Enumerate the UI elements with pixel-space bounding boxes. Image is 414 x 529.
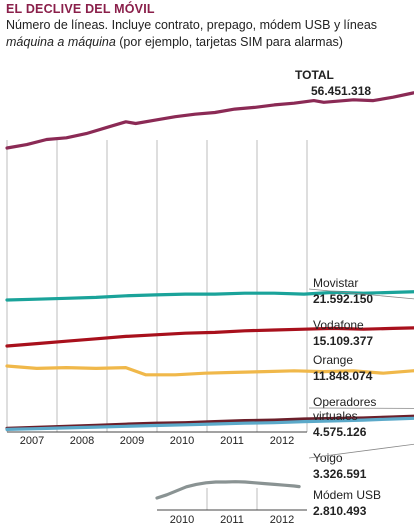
series-name-operadores-2: virtuales bbox=[313, 409, 358, 423]
modem-gridlines bbox=[206, 488, 258, 510]
series-value-movistar: 21.592.150 bbox=[313, 292, 373, 306]
subtitle-italic: máquina a máquina bbox=[6, 35, 116, 49]
series-line-yoigo bbox=[5, 416, 414, 431]
series-name-vodafone: Vodafone bbox=[313, 318, 364, 332]
series-name-yoigo: Yoigo bbox=[313, 451, 343, 465]
series-line-modem bbox=[155, 480, 301, 500]
series-line-operadores bbox=[5, 414, 414, 430]
x-tick-label-2010: 2010 bbox=[170, 435, 194, 447]
series-name-orange: Orange bbox=[313, 353, 353, 367]
series-name-movistar: Movistar bbox=[313, 276, 358, 290]
series-line-orange bbox=[5, 364, 414, 377]
leader-movistar bbox=[308, 288, 414, 300]
modem-x-tick-label-2010: 2010 bbox=[170, 514, 194, 526]
series-name-total: TOTAL bbox=[295, 68, 334, 82]
series-name-modem: Módem USB bbox=[313, 488, 381, 502]
x-tick-label-2007: 2007 bbox=[20, 435, 44, 447]
series-value-vodafone: 15.109.377 bbox=[313, 334, 373, 348]
chart-title: EL DECLIVE DEL MÓVIL bbox=[6, 2, 155, 16]
series-value-total: 56.451.318 bbox=[311, 84, 371, 98]
x-tick-label-2009: 2009 bbox=[120, 435, 144, 447]
leader-yoigo bbox=[308, 443, 414, 459]
subtitle-text-2: (por ejemplo, tarjetas SIM para alarmas) bbox=[115, 35, 343, 49]
series-value-modem: 2.810.493 bbox=[313, 504, 367, 518]
chart-subtitle: Número de líneas. Incluye contrato, prep… bbox=[6, 17, 411, 51]
modem-x-tick-label-2012: 2012 bbox=[270, 514, 294, 526]
series-value-operadores: 4.575.126 bbox=[313, 425, 367, 439]
leader-operadores bbox=[308, 407, 414, 409]
series-line-movistar bbox=[5, 290, 414, 302]
series-value-orange: 11.848.074 bbox=[313, 369, 373, 383]
gridlines bbox=[6, 140, 308, 432]
subtitle-text-1: Número de líneas. Incluye contrato, prep… bbox=[6, 18, 378, 32]
x-tick-label-2012: 2012 bbox=[270, 435, 294, 447]
modem-x-tick-label-2011: 2011 bbox=[220, 514, 244, 526]
series-line-vodafone bbox=[5, 326, 414, 348]
x-tick-label-2008: 2008 bbox=[70, 435, 94, 447]
series-name-operadores-1: Operadores bbox=[313, 395, 376, 409]
x-tick-label-2011: 2011 bbox=[220, 435, 244, 447]
series-value-yoigo: 3.326.591 bbox=[313, 467, 367, 481]
series-line-total bbox=[5, 91, 414, 150]
